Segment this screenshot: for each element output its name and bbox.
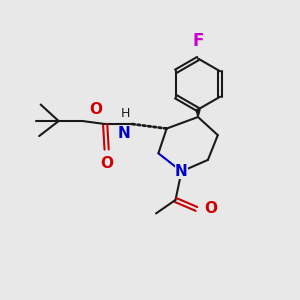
Text: O: O <box>204 202 217 216</box>
Text: F: F <box>192 32 204 50</box>
Text: H: H <box>120 107 130 120</box>
Text: N: N <box>175 164 188 179</box>
Text: O: O <box>100 155 113 170</box>
Polygon shape <box>196 110 200 117</box>
Text: O: O <box>89 102 102 117</box>
Text: N: N <box>118 126 130 141</box>
